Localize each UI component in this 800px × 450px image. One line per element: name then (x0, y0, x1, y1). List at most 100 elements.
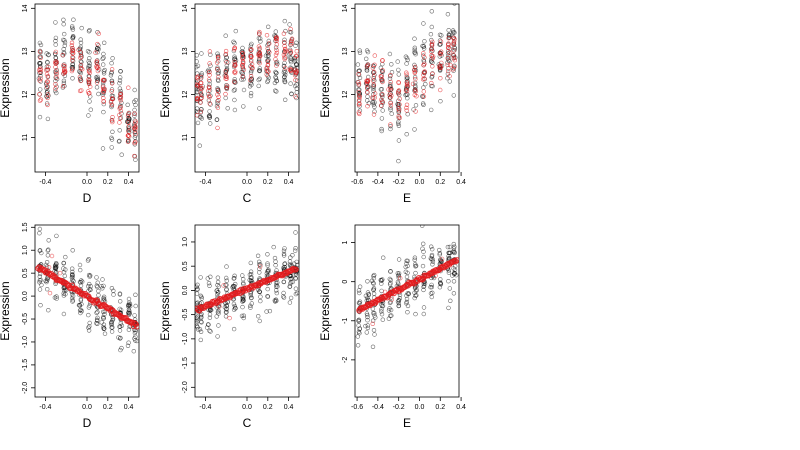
x-tick-label: 0.2 (263, 179, 273, 186)
black-point (78, 283, 84, 288)
black-point (101, 322, 107, 327)
black-point (274, 282, 279, 288)
black-point (293, 276, 298, 281)
black-point (370, 318, 376, 323)
black-point (283, 97, 288, 103)
points-layer (355, 225, 459, 349)
black-point (446, 268, 451, 273)
black-point (38, 303, 43, 308)
red-point (397, 115, 402, 121)
black-point (413, 85, 418, 90)
black-point (208, 102, 213, 107)
black-point (231, 39, 236, 44)
black-point (109, 145, 114, 150)
red-point (206, 84, 212, 90)
red-point (249, 47, 254, 52)
black-point (446, 279, 451, 284)
red-point (101, 88, 107, 94)
black-point (421, 254, 426, 260)
black-point (224, 287, 229, 292)
red-point (389, 297, 394, 302)
red-point (365, 86, 370, 91)
black-point (232, 275, 237, 281)
black-point (207, 115, 212, 120)
y-tick-label: 0 (342, 280, 349, 284)
black-point (239, 313, 245, 319)
red-point (404, 88, 410, 94)
red-point (264, 32, 270, 38)
red-point (438, 87, 443, 93)
black-point (452, 4, 457, 6)
plot-frame (354, 224, 460, 398)
black-point (70, 277, 75, 282)
black-point (451, 241, 456, 247)
black-point (87, 324, 92, 329)
black-point (133, 133, 138, 138)
black-point (199, 320, 204, 325)
red-point (199, 85, 205, 91)
black-point (119, 323, 125, 328)
red-point (199, 74, 204, 80)
red-point (451, 42, 456, 47)
black-point (294, 86, 299, 92)
black-point (403, 54, 409, 59)
black-point (292, 261, 297, 266)
black-point (87, 63, 93, 69)
black-point (273, 263, 278, 268)
black-point (116, 139, 122, 144)
black-point (420, 225, 425, 228)
red-point (109, 67, 115, 72)
black-point (232, 77, 237, 82)
black-point (357, 92, 362, 98)
black-point (195, 323, 199, 328)
black-point (372, 272, 377, 278)
red-point (356, 89, 361, 95)
black-point (273, 88, 278, 93)
black-point (126, 302, 132, 308)
black-point (131, 349, 137, 354)
black-point (428, 31, 434, 37)
black-point (69, 280, 74, 285)
black-point (223, 314, 229, 319)
black-point (379, 126, 384, 132)
black-point (117, 128, 122, 133)
black-point (357, 326, 362, 332)
black-point (62, 273, 68, 279)
black-point (380, 94, 385, 100)
black-point (79, 302, 84, 307)
black-point (265, 65, 270, 71)
points-layer (195, 18, 299, 148)
black-point (215, 99, 220, 104)
black-point (101, 316, 106, 321)
black-point (265, 252, 270, 257)
red-point (258, 264, 263, 269)
black-point (224, 66, 230, 71)
black-point (206, 98, 212, 103)
black-point (421, 241, 426, 247)
black-point (53, 42, 58, 47)
black-point (37, 226, 43, 232)
black-point (282, 265, 287, 270)
black-point (117, 86, 123, 91)
red-point (232, 70, 238, 76)
red-point (396, 79, 401, 85)
red-point (356, 71, 361, 77)
red-point (215, 125, 220, 131)
black-point (249, 76, 254, 82)
black-point (282, 77, 287, 83)
red-point (207, 69, 212, 75)
black-point (365, 314, 370, 320)
red-point (241, 67, 247, 72)
black-point (37, 231, 42, 236)
black-point (421, 46, 427, 51)
red-point (388, 79, 393, 85)
black-point (38, 42, 44, 48)
black-point (256, 314, 261, 319)
x-tick-label: -0.4 (39, 179, 51, 186)
black-point (372, 311, 377, 316)
black-point (388, 126, 393, 132)
black-point (88, 107, 94, 112)
black-point (60, 37, 66, 43)
red-point (70, 46, 75, 51)
y-axis-label: Expression (0, 281, 12, 340)
